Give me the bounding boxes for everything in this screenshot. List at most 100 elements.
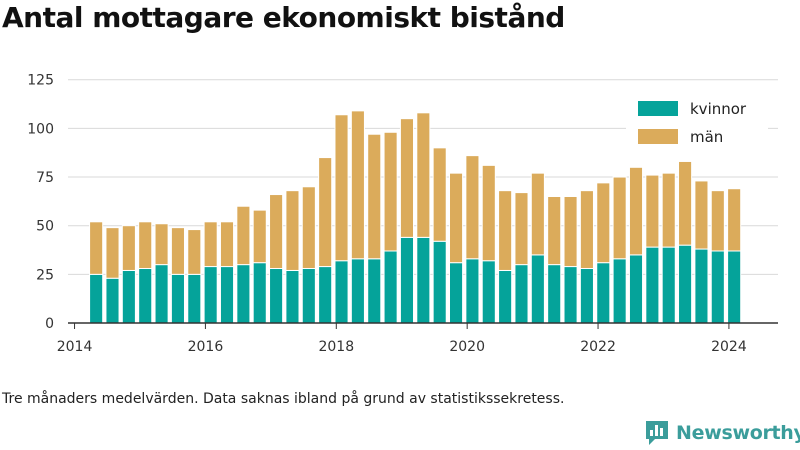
bar-man [449,172,464,264]
bar-man [628,166,644,256]
bar-kvinnor [301,268,316,324]
bar-kvinnor [399,236,415,324]
bar-kvinnor [138,268,153,324]
bar-kvinnor [154,264,169,324]
bar-kvinnor [105,277,120,324]
bar-man [563,196,578,268]
bar-man [154,223,169,266]
bar-man [269,194,284,270]
bar-man [203,221,218,268]
legend-swatch [638,129,678,144]
bar-kvinnor [350,258,365,324]
bar-man [318,157,333,268]
bar-man [661,172,676,248]
bar-man [596,182,611,264]
legend-label: män [690,128,723,146]
brand-name: Newsworthy [676,422,800,444]
bar-kvinnor [530,254,545,324]
bar-kvinnor [432,240,447,324]
bar-man [694,180,709,250]
y-axis: 0 25 50 75 100 125 [27,73,54,332]
bar-kvinnor [612,258,627,324]
bars [89,110,742,324]
bar-man [301,186,316,270]
y-tick-label: 100 [27,121,54,137]
y-tick-label: 50 [36,219,54,235]
bar-kvinnor [694,248,709,324]
bar-man [367,133,382,260]
bar-kvinnor [710,250,725,324]
bar-man [678,160,693,246]
bar-man [465,155,480,260]
x-axis: 2014 2016 2018 2020 2022 2024 [57,322,778,355]
bar-man [138,221,153,270]
bar-kvinnor [563,266,578,324]
bar-man [105,227,120,279]
y-tick-label: 0 [45,316,54,332]
bar-kvinnor [661,246,676,324]
bar-kvinnor [203,266,218,324]
bar-kvinnor [579,268,594,324]
y-tick-label: 75 [36,170,54,186]
legend: kvinnor män [626,92,768,156]
bar-man [252,209,267,264]
bar-man [399,118,415,238]
bar-kvinnor [547,264,562,324]
bar-kvinnor [236,264,251,324]
bar-man [612,176,627,260]
bar-kvinnor [121,269,136,324]
bar-man [219,221,235,268]
bar-kvinnor [416,236,431,324]
bar-kvinnor [334,260,349,324]
bar-kvinnor [514,264,529,324]
bar-kvinnor [252,262,267,324]
bar-man [187,229,202,275]
bar-man [170,227,185,275]
x-tick-label: 2024 [711,339,747,355]
bar-kvinnor [628,254,644,324]
bar-kvinnor [383,250,398,324]
x-tick-label: 2014 [57,339,93,355]
bar-man [727,188,742,252]
bar-man [416,112,431,238]
bar-kvinnor [89,273,104,324]
y-tick-label: 125 [27,73,54,89]
bar-kvinnor [449,262,464,324]
bar-kvinnor [727,250,742,324]
legend-swatch [638,101,678,116]
chart-title: Antal mottagare ekonomiskt bistånd [2,1,565,34]
bar-kvinnor [219,266,235,324]
bar-kvinnor [678,244,693,324]
x-tick-label: 2016 [188,339,224,355]
legend-label: kvinnor [690,100,747,118]
x-tick-label: 2020 [449,339,485,355]
bar-man [334,114,349,262]
bar-kvinnor [465,258,480,324]
bar-man [645,174,660,248]
bar-kvinnor [481,260,496,324]
bar-man [514,192,529,266]
bar-man [432,147,447,242]
bar-kvinnor [170,273,185,324]
footnote: Tre månaders medelvärden. Data saknas ib… [2,391,565,407]
bar-kvinnor [187,273,202,324]
bar-man [481,164,496,262]
bar-man [530,172,545,256]
x-tick-label: 2018 [318,339,354,355]
bar-man [285,190,300,271]
bar-man [383,131,398,252]
x-tick-label: 2022 [580,339,616,355]
bar-man [236,205,251,266]
bar-man [89,221,104,275]
bar-kvinnor [645,246,660,324]
bar-kvinnor [367,258,382,324]
brand-logo[interactable]: Newsworthy [644,418,800,448]
bar-kvinnor [269,268,284,324]
bar-man [498,190,513,271]
bar-man [121,225,136,271]
bar-man [547,196,562,266]
stacked-bar-chart: 2014 2016 2018 2020 2022 2024 0 25 50 75 100 125 k… [27,73,778,355]
bar-kvinnor [596,262,611,324]
bar-kvinnor [498,269,513,324]
y-tick-label: 25 [36,267,54,283]
